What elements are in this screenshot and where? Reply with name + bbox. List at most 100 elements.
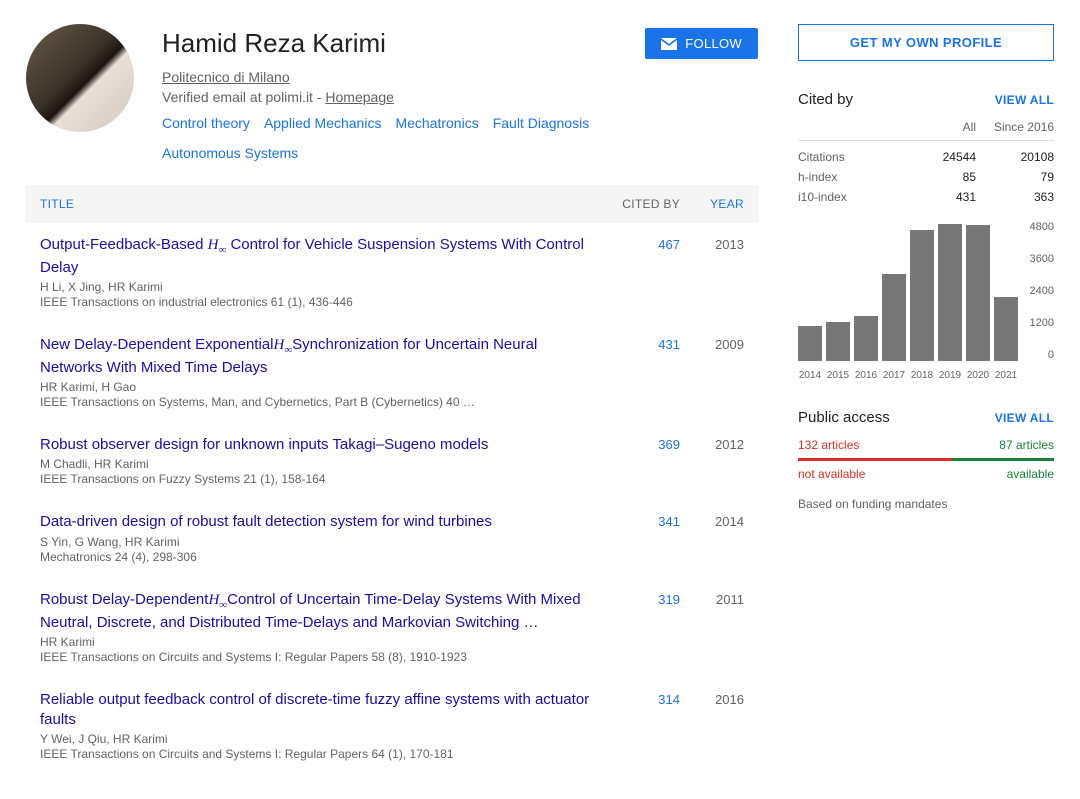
- available-bar: [952, 458, 1054, 461]
- chart-xlabel: 2019: [938, 370, 962, 381]
- available-count[interactable]: 87 articles: [999, 438, 1054, 452]
- available-label: available: [1007, 467, 1054, 481]
- topic-link[interactable]: Applied Mechanics: [264, 115, 382, 131]
- publication-title[interactable]: Output-Feedback-Based H∞ Control for Veh…: [40, 235, 590, 278]
- metrics-row: Citations2454420108: [798, 147, 1054, 167]
- publication-venue: IEEE Transactions on Systems, Man, and C…: [40, 395, 590, 409]
- metrics-blank: [798, 120, 916, 134]
- publication-cited[interactable]: 431: [590, 335, 680, 409]
- topic-link[interactable]: Autonomous Systems: [162, 145, 298, 161]
- publication-title[interactable]: Robust observer design for unknown input…: [40, 435, 590, 455]
- public-access-note: Based on funding mandates: [798, 497, 1054, 511]
- metric-label: Citations: [798, 150, 916, 164]
- topic-link[interactable]: Control theory: [162, 115, 250, 131]
- chart-bars: [798, 221, 1018, 361]
- metric-all[interactable]: 431: [916, 190, 976, 204]
- publication-authors: M Chadli, HR Karimi: [40, 457, 590, 471]
- metrics-col-since: Since 2016: [976, 120, 1054, 134]
- chart-xlabel: 2015: [826, 370, 850, 381]
- get-own-profile-button[interactable]: GET MY OWN PROFILE: [798, 24, 1054, 61]
- chart-ytick: 2400: [1030, 285, 1054, 297]
- header-title[interactable]: TITLE: [40, 197, 590, 211]
- publication-authors: S Yin, G Wang, HR Karimi: [40, 535, 590, 549]
- topic-link[interactable]: Mechatronics: [395, 115, 478, 131]
- chart-xlabel: 2017: [882, 370, 906, 381]
- publication-venue: Mechatronics 24 (4), 298-306: [40, 550, 590, 564]
- publication-row: Robust observer design for unknown input…: [26, 423, 758, 500]
- chart-ytick: 0: [1030, 349, 1054, 361]
- publication-year: 2014: [680, 512, 744, 563]
- publication-title[interactable]: Data-driven design of robust fault detec…: [40, 512, 590, 532]
- publication-venue: IEEE Transactions on industrial electron…: [40, 295, 590, 309]
- publication-authors: HR Karimi, H Gao: [40, 380, 590, 394]
- chart-y-axis: 4800 3600 2400 1200 0: [1030, 221, 1054, 361]
- publication-cited[interactable]: 319: [590, 590, 680, 664]
- homepage-link[interactable]: Homepage: [325, 89, 394, 105]
- topics-list: Control theory Applied Mechanics Mechatron…: [162, 115, 617, 161]
- not-available-bar: [798, 458, 952, 461]
- citations-chart: 48003600240012000 2014201520162017201820…: [798, 221, 1054, 381]
- chart-xlabel: 2016: [854, 370, 878, 381]
- cited-by-title: Cited by: [798, 91, 853, 108]
- chart-ytick: 3600: [1030, 253, 1054, 265]
- publication-year: 2009: [680, 335, 744, 409]
- publication-row: Reliable output feedback control of disc…: [26, 678, 758, 776]
- publication-year: 2012: [680, 435, 744, 486]
- publication-year: 2011: [680, 590, 744, 664]
- publication-cited[interactable]: 467: [590, 235, 680, 309]
- publication-authors: H Li, X Jing, HR Karimi: [40, 280, 590, 294]
- publication-title[interactable]: Robust Delay-DependentH∞Control of Uncer…: [40, 590, 590, 633]
- verified-text: Verified email at polimi.it -: [162, 89, 325, 105]
- public-access-view-all[interactable]: VIEW ALL: [995, 411, 1054, 425]
- verified-email: Verified email at polimi.it - Homepage: [162, 89, 617, 105]
- affiliation-link[interactable]: Politecnico di Milano: [162, 69, 290, 85]
- chart-x-axis: 2014 2015 2016 2017 2018 2019 2020 2021: [798, 370, 1018, 381]
- metric-since[interactable]: 20108: [976, 150, 1054, 164]
- publication-year: 2016: [680, 690, 744, 762]
- publication-authors: HR Karimi: [40, 635, 590, 649]
- chart-bar[interactable]: [910, 230, 934, 361]
- chart-bar[interactable]: [882, 274, 906, 362]
- publication-venue: IEEE Transactions on Circuits and System…: [40, 747, 590, 761]
- chart-bar[interactable]: [994, 297, 1018, 361]
- publication-year: 2013: [680, 235, 744, 309]
- metrics-table: All Since 2016 Citations2454420108h-inde…: [798, 120, 1054, 207]
- metric-since[interactable]: 363: [976, 190, 1054, 204]
- metric-all[interactable]: 85: [916, 170, 976, 184]
- publication-venue: IEEE Transactions on Circuits and System…: [40, 650, 590, 664]
- metric-label: i10-index: [798, 190, 916, 204]
- chart-xlabel: 2018: [910, 370, 934, 381]
- topic-link[interactable]: Fault Diagnosis: [493, 115, 590, 131]
- follow-button[interactable]: FOLLOW: [645, 28, 758, 59]
- chart-ytick: 1200: [1030, 317, 1054, 329]
- mail-icon: [661, 38, 677, 50]
- metrics-row: h-index8579: [798, 167, 1054, 187]
- public-access-bar: [798, 458, 1054, 461]
- chart-bar[interactable]: [826, 322, 850, 361]
- publications-list: Output-Feedback-Based H∞ Control for Veh…: [26, 223, 758, 775]
- metric-all[interactable]: 24544: [916, 150, 976, 164]
- chart-xlabel: 2021: [994, 370, 1018, 381]
- chart-xlabel: 2020: [966, 370, 990, 381]
- publications-header: TITLE CITED BY YEAR: [26, 185, 758, 223]
- publication-cited[interactable]: 314: [590, 690, 680, 762]
- publication-cited[interactable]: 369: [590, 435, 680, 486]
- chart-xlabel: 2014: [798, 370, 822, 381]
- chart-bar[interactable]: [854, 316, 878, 361]
- metric-label: h-index: [798, 170, 916, 184]
- publication-cited[interactable]: 341: [590, 512, 680, 563]
- publication-title[interactable]: New Delay-Dependent ExponentialH∞Synchro…: [40, 335, 590, 378]
- cited-by-view-all[interactable]: VIEW ALL: [995, 93, 1054, 107]
- avatar[interactable]: [26, 24, 134, 132]
- follow-label: FOLLOW: [685, 36, 742, 51]
- publication-title[interactable]: Reliable output feedback control of disc…: [40, 690, 590, 731]
- header-year[interactable]: YEAR: [680, 197, 744, 211]
- chart-ytick: 4800: [1030, 221, 1054, 233]
- chart-bar[interactable]: [798, 326, 822, 361]
- chart-bar[interactable]: [966, 225, 990, 361]
- header-cited[interactable]: CITED BY: [590, 197, 680, 211]
- metrics-row: i10-index431363: [798, 187, 1054, 207]
- chart-bar[interactable]: [938, 224, 962, 361]
- metric-since[interactable]: 79: [976, 170, 1054, 184]
- not-available-count[interactable]: 132 articles: [798, 438, 859, 452]
